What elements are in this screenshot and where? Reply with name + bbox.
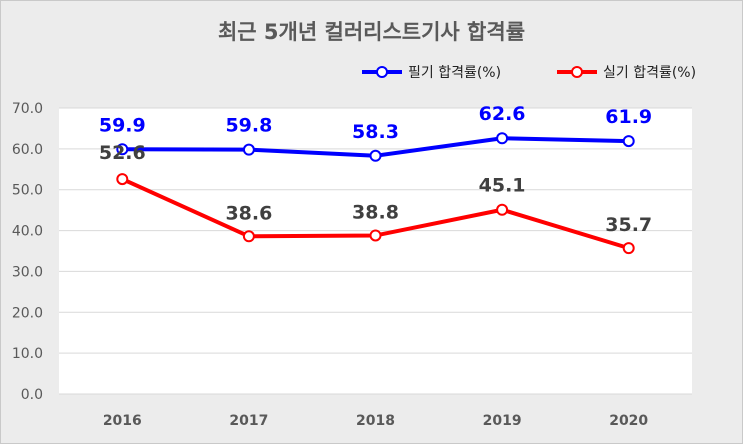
data-label: 38.6 <box>225 202 272 224</box>
data-point <box>369 149 382 162</box>
y-tick-label: 0.0 <box>21 387 43 403</box>
x-tick-label: 2017 <box>229 413 268 429</box>
y-tick-label: 60.0 <box>12 142 43 158</box>
data-label: 59.8 <box>225 115 272 137</box>
data-label: 62.6 <box>479 103 526 125</box>
data-point <box>496 132 509 145</box>
x-tick-label: 2018 <box>356 413 395 429</box>
data-point <box>369 229 382 242</box>
data-point <box>622 135 635 148</box>
y-tick-label: 40.0 <box>12 224 43 240</box>
legend-label-practical: 실기 합격률(%) <box>603 65 697 81</box>
data-label: 52.6 <box>99 142 146 164</box>
legend-line-practical-icon <box>557 66 597 78</box>
data-point <box>496 203 509 216</box>
chart-title: 최근 5개년 컬러리스트기사 합격률 <box>217 20 526 44</box>
data-label: 45.1 <box>479 175 526 197</box>
data-label: 35.7 <box>605 214 652 236</box>
legend-line-written-icon <box>362 66 402 78</box>
y-tick-label: 20.0 <box>12 305 43 321</box>
data-point <box>116 143 129 156</box>
y-tick-label: 70.0 <box>12 101 43 117</box>
legend-label-written: 필기 합격률(%) <box>408 65 502 81</box>
x-tick-label: 2016 <box>103 413 142 429</box>
data-label: 61.9 <box>605 106 652 128</box>
data-point <box>622 242 635 255</box>
y-tick-label: 10.0 <box>12 346 43 362</box>
data-point <box>116 173 129 186</box>
data-label: 59.9 <box>99 114 146 136</box>
data-point <box>242 230 255 243</box>
legend-item-written: 필기 합격률(%) <box>360 62 501 82</box>
data-label: 38.8 <box>352 201 399 223</box>
x-tick-label: 2019 <box>483 413 522 429</box>
legend-item-practical: 실기 합격률(%) <box>555 62 696 82</box>
y-tick-label: 50.0 <box>12 183 43 199</box>
data-label: 58.3 <box>352 121 399 143</box>
data-point <box>242 143 255 156</box>
x-tick-label: 2020 <box>609 413 648 429</box>
y-tick-label: 30.0 <box>12 264 43 280</box>
